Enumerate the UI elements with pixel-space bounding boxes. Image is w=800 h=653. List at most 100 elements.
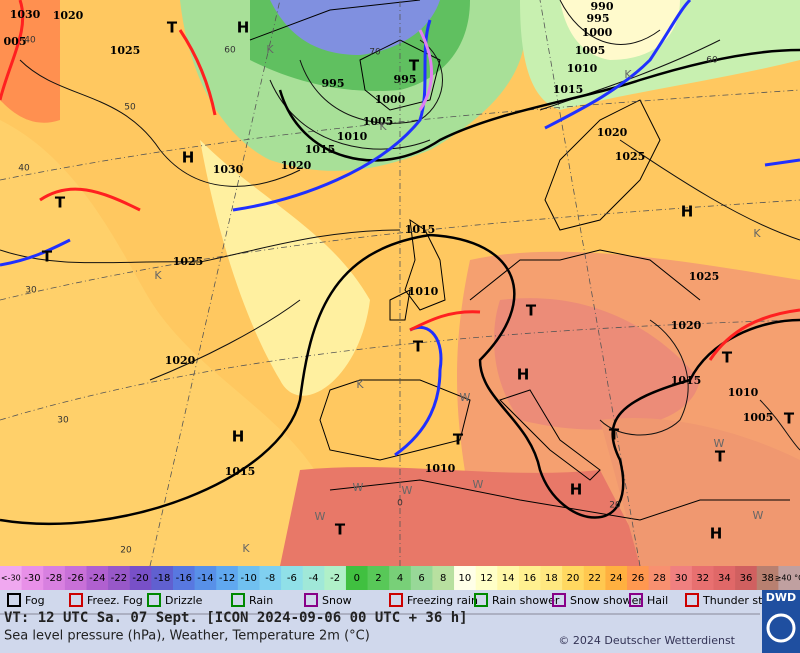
isobar-label: 1020 xyxy=(53,9,84,22)
isobar-label: 1010 xyxy=(728,386,759,399)
color-bin-label: -30 xyxy=(24,573,40,584)
color-bin xyxy=(713,566,736,590)
color-bin-label: 4 xyxy=(397,573,403,584)
color-bin-label: -6 xyxy=(287,573,297,584)
color-bin xyxy=(432,566,455,590)
graticule-label: 20 xyxy=(609,501,621,511)
color-bin xyxy=(367,566,390,590)
legend-icon xyxy=(147,593,161,607)
pressure-system: H xyxy=(237,19,250,37)
color-bin xyxy=(21,566,44,590)
color-bin xyxy=(627,566,650,590)
pressure-system: T xyxy=(715,448,726,466)
logo: DWD xyxy=(766,591,796,604)
isobar-label: 1020 xyxy=(281,159,312,172)
pressure-system: W xyxy=(353,481,364,494)
color-scale: <-30 -30 -28 -26 -24 -22 -20 -18 -16 -14 -12 -10 -8-… xyxy=(0,566,800,590)
pressure-system: K xyxy=(753,227,761,240)
pressure-system: H xyxy=(710,525,723,543)
isobar-label: 1030 xyxy=(213,163,244,176)
pressure-system: K xyxy=(379,120,387,133)
color-bin xyxy=(237,566,260,590)
pressure-system: T xyxy=(167,19,178,37)
color-bin-label: 2 xyxy=(375,573,381,584)
isobar-label: 990 xyxy=(591,0,614,13)
color-bin xyxy=(86,566,109,590)
color-bin-label: 0 xyxy=(354,573,360,584)
color-bin xyxy=(518,566,542,590)
color-bin-label: ≥40 °C xyxy=(775,574,800,583)
legend-label: Rain shower xyxy=(492,594,560,607)
color-bin-label: -8 xyxy=(265,573,275,584)
color-bin-label: 28 xyxy=(653,573,666,584)
legend-icon xyxy=(629,593,643,607)
color-bin xyxy=(648,566,671,590)
isobar-label: 005 xyxy=(4,35,27,48)
color-bin xyxy=(324,566,347,590)
color-bin-label: -16 xyxy=(176,573,192,584)
graticule-label: 60 xyxy=(224,46,236,56)
color-bin-label: <-30 xyxy=(1,574,21,583)
isobar-label: 1025 xyxy=(173,255,204,268)
graticule-label: 60 xyxy=(706,56,718,66)
pressure-system: T xyxy=(413,338,424,356)
pressure-system: T xyxy=(722,349,733,367)
color-bin xyxy=(172,566,196,590)
pressure-system: K xyxy=(624,68,632,81)
fronts xyxy=(0,0,800,457)
pressure-system: K xyxy=(266,43,274,56)
isobar-label: 1000 xyxy=(582,26,613,39)
isobar-label: 1020 xyxy=(671,319,702,332)
color-bin xyxy=(0,566,23,590)
legend-icon xyxy=(231,593,245,607)
pressure-system: W xyxy=(315,510,326,523)
color-bin xyxy=(410,566,433,590)
color-bin xyxy=(756,566,779,590)
graticule-label: 70 xyxy=(369,48,381,58)
color-bin-label: 14 xyxy=(502,573,515,584)
color-bin-label: -10 xyxy=(240,573,256,584)
pressure-system: T xyxy=(409,57,420,75)
isobar-label: 1000 xyxy=(375,93,406,106)
pressure-system: K xyxy=(242,542,250,555)
legend-icon xyxy=(474,593,488,607)
isobar-label: 1030 xyxy=(10,8,41,21)
pressure-system: H xyxy=(681,203,694,221)
legend-icon xyxy=(389,593,403,607)
graticule-label: 0 xyxy=(397,499,403,509)
color-bin-label: 30 xyxy=(675,573,688,584)
pressure-system: T xyxy=(335,521,346,539)
graticule-label: 50 xyxy=(124,103,136,113)
color-bin-label: 34 xyxy=(718,573,731,584)
pressure-system: W xyxy=(714,437,725,450)
pressure-system: H xyxy=(182,149,195,167)
isobar-label: 1015 xyxy=(405,223,436,236)
pressure-system: W xyxy=(753,509,764,522)
isobar-label: 995 xyxy=(587,12,610,25)
color-bin-label: 20 xyxy=(567,573,580,584)
pressure-system: K xyxy=(154,269,162,282)
color-bin xyxy=(108,566,131,590)
pressure-system: T xyxy=(55,194,66,212)
isobar-label: 1015 xyxy=(671,374,702,387)
legend-panel xyxy=(0,590,800,653)
isobars-thick xyxy=(0,48,800,526)
color-bin xyxy=(475,566,498,590)
color-bin xyxy=(64,566,87,590)
pressure-system: T xyxy=(609,426,620,444)
isobar-label: 1020 xyxy=(597,126,628,139)
color-bin-label: 24 xyxy=(610,573,623,584)
legend-label: Freezing rain xyxy=(407,594,478,607)
color-bin-label: -18 xyxy=(154,573,170,584)
color-bin xyxy=(151,566,174,590)
color-bin-label: 26 xyxy=(631,573,644,584)
isobar-label: 1025 xyxy=(615,150,646,163)
isobar-label: 1010 xyxy=(337,130,368,143)
copyright: © 2024 Deutscher Wetterdienst xyxy=(558,634,735,647)
color-bin-label: 6 xyxy=(418,573,424,584)
legend-icon xyxy=(552,593,566,607)
isobar-label: 1005 xyxy=(743,411,774,424)
color-bin-label: -2 xyxy=(330,573,340,584)
pressure-system: W xyxy=(402,484,413,497)
